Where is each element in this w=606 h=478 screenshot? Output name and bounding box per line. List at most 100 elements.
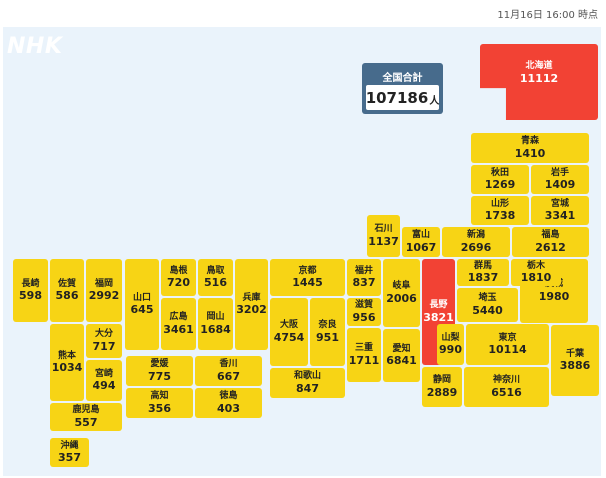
prefecture-count: 3886 — [559, 359, 591, 373]
prefecture-name: 岡山 — [206, 312, 225, 322]
prefecture-count: 1269 — [484, 178, 516, 192]
prefecture-tile-hyogo: 兵庫 3202 — [235, 259, 268, 350]
prefecture-tile-niigata: 新潟 2696 — [442, 227, 510, 257]
national-total-badge: 全国合計 107186 人 — [362, 63, 443, 114]
prefecture-tile-gunma: 群馬 1837 — [457, 259, 509, 286]
prefecture-name: 熊本 — [57, 350, 76, 361]
prefecture-tile-kochi: 高知 356 — [126, 388, 193, 418]
prefecture-tile-kanagawa: 神奈川 6516 — [464, 367, 549, 407]
prefecture-count: 720 — [167, 276, 190, 290]
prefecture-tile-fukushima: 福島 2612 — [512, 227, 589, 257]
prefecture-name: 千葉 — [565, 348, 584, 359]
prefecture-tile-yamagata: 山形 1738 — [471, 196, 529, 225]
prefecture-tile-okinawa: 沖縄 357 — [50, 438, 89, 467]
prefecture-tile-okayama: 岡山 1684 — [198, 298, 233, 350]
prefecture-name: 島根 — [169, 265, 188, 276]
prefecture-tile-mie: 三重 1711 — [347, 328, 381, 382]
prefecture-count: 3202 — [236, 303, 267, 317]
prefecture-name: 高知 — [150, 391, 169, 401]
prefecture-count: 1711 — [348, 353, 380, 367]
prefecture-tile-kagoshima: 鹿児島 557 — [50, 403, 122, 431]
prefecture-count: 2696 — [460, 240, 492, 254]
prefecture-name: 香川 — [219, 359, 238, 369]
prefecture-tile-tottori: 鳥取 516 — [198, 259, 233, 296]
prefecture-tile-akita: 秋田 1269 — [471, 165, 529, 194]
prefecture-count: 1409 — [544, 178, 576, 192]
prefecture-tile-fukui: 福井 837 — [347, 259, 381, 296]
prefecture-name: 大分 — [94, 329, 113, 339]
prefecture-name: 京都 — [298, 265, 317, 276]
prefecture-count: 586 — [55, 289, 79, 303]
prefecture-count: 4754 — [273, 330, 305, 344]
prefecture-tile-miyagi: 宮城 3341 — [531, 196, 589, 225]
prefecture-count: 3821 — [423, 310, 454, 324]
prefecture-name: 山梨 — [441, 332, 460, 343]
prefecture-count: 2612 — [535, 240, 566, 254]
prefecture-name: 福岡 — [94, 278, 113, 289]
prefecture-name: 宮城 — [550, 198, 569, 209]
prefecture-tile-kagawa: 香川 667 — [195, 356, 262, 386]
prefecture-count: 3461 — [163, 322, 194, 336]
prefecture-count: 667 — [217, 369, 240, 383]
prefecture-count: 717 — [92, 339, 116, 353]
prefecture-name: 愛知 — [392, 343, 411, 354]
prefecture-name: 兵庫 — [242, 292, 261, 303]
prefecture-count: 10114 — [488, 343, 527, 357]
prefecture-tile-tochigi: 栃木 1810 — [511, 259, 561, 286]
prefecture-count: 357 — [58, 451, 81, 465]
prefecture-count: 2889 — [426, 385, 458, 399]
prefecture-count: 6516 — [491, 385, 522, 399]
prefecture-tile-shiga: 滋賀 956 — [347, 298, 381, 326]
prefecture-name: 徳島 — [219, 391, 238, 401]
national-total-unit: 人 — [429, 96, 440, 107]
national-total-label: 全国合計 — [382, 73, 423, 84]
prefecture-count: 6841 — [386, 354, 417, 368]
prefecture-tile-kyoto: 京都 1445 — [270, 259, 345, 296]
prefecture-name: 鹿児島 — [72, 405, 100, 415]
prefecture-name: 鳥取 — [206, 265, 225, 276]
national-total-value-box: 107186 人 — [366, 85, 439, 110]
timestamp: 11月16日 16:00 時点 — [497, 10, 598, 21]
prefecture-tile-tokushima: 徳島 403 — [195, 388, 262, 418]
prefecture-name: 宮崎 — [94, 368, 113, 379]
prefecture-count: 356 — [148, 401, 171, 415]
prefecture-count: 956 — [352, 310, 376, 324]
prefecture-name: 愛媛 — [150, 359, 169, 369]
prefecture-name: 石川 — [374, 224, 393, 234]
prefecture-name: 東京 — [498, 332, 517, 343]
prefecture-count: 990 — [439, 343, 462, 357]
prefecture-count: 837 — [352, 276, 376, 290]
prefecture-tile-nagasaki: 長崎 598 — [13, 259, 48, 322]
prefecture-count: 1137 — [368, 234, 399, 248]
prefecture-name: 山口 — [132, 292, 151, 303]
prefecture-name: 大阪 — [279, 320, 298, 330]
prefecture-name: 岐阜 — [392, 281, 411, 291]
prefecture-name: 和歌山 — [293, 371, 321, 381]
prefecture-count: 516 — [204, 276, 227, 290]
prefecture-name: 三重 — [354, 343, 373, 353]
prefecture-name: 山形 — [490, 198, 509, 209]
prefecture-count: 2992 — [88, 289, 120, 303]
prefecture-tile-fukuoka: 福岡 2992 — [86, 259, 122, 322]
prefecture-count: 1684 — [200, 322, 231, 336]
prefecture-count: 403 — [217, 401, 240, 415]
prefecture-tile-oita: 大分 717 — [86, 324, 122, 358]
prefecture-name: 滋賀 — [354, 300, 373, 310]
prefecture-count: 557 — [74, 415, 98, 429]
prefecture-tile-aichi: 愛知 6841 — [383, 329, 420, 382]
prefecture-tile-osaka: 大阪 4754 — [270, 298, 308, 366]
prefecture-name: 福島 — [541, 230, 560, 240]
prefecture-name: 佐賀 — [57, 278, 76, 289]
prefecture-count: 598 — [19, 289, 42, 303]
prefecture-tile-aomori: 青森 1410 — [471, 133, 589, 163]
prefecture-name: 神奈川 — [492, 375, 520, 385]
prefecture-tile-gifu: 岐阜 2006 — [383, 259, 420, 327]
prefecture-count: 951 — [316, 330, 339, 344]
prefecture-name: 静岡 — [432, 375, 451, 385]
prefecture-count: 775 — [148, 369, 171, 383]
prefecture-tile-nagano: 長野 3821 — [422, 259, 455, 365]
prefecture-count: 3341 — [544, 209, 576, 223]
prefecture-tile-ishikawa: 石川 1137 — [367, 215, 400, 257]
prefecture-name: 青森 — [520, 136, 539, 146]
national-total-value: 107186 — [365, 88, 429, 107]
